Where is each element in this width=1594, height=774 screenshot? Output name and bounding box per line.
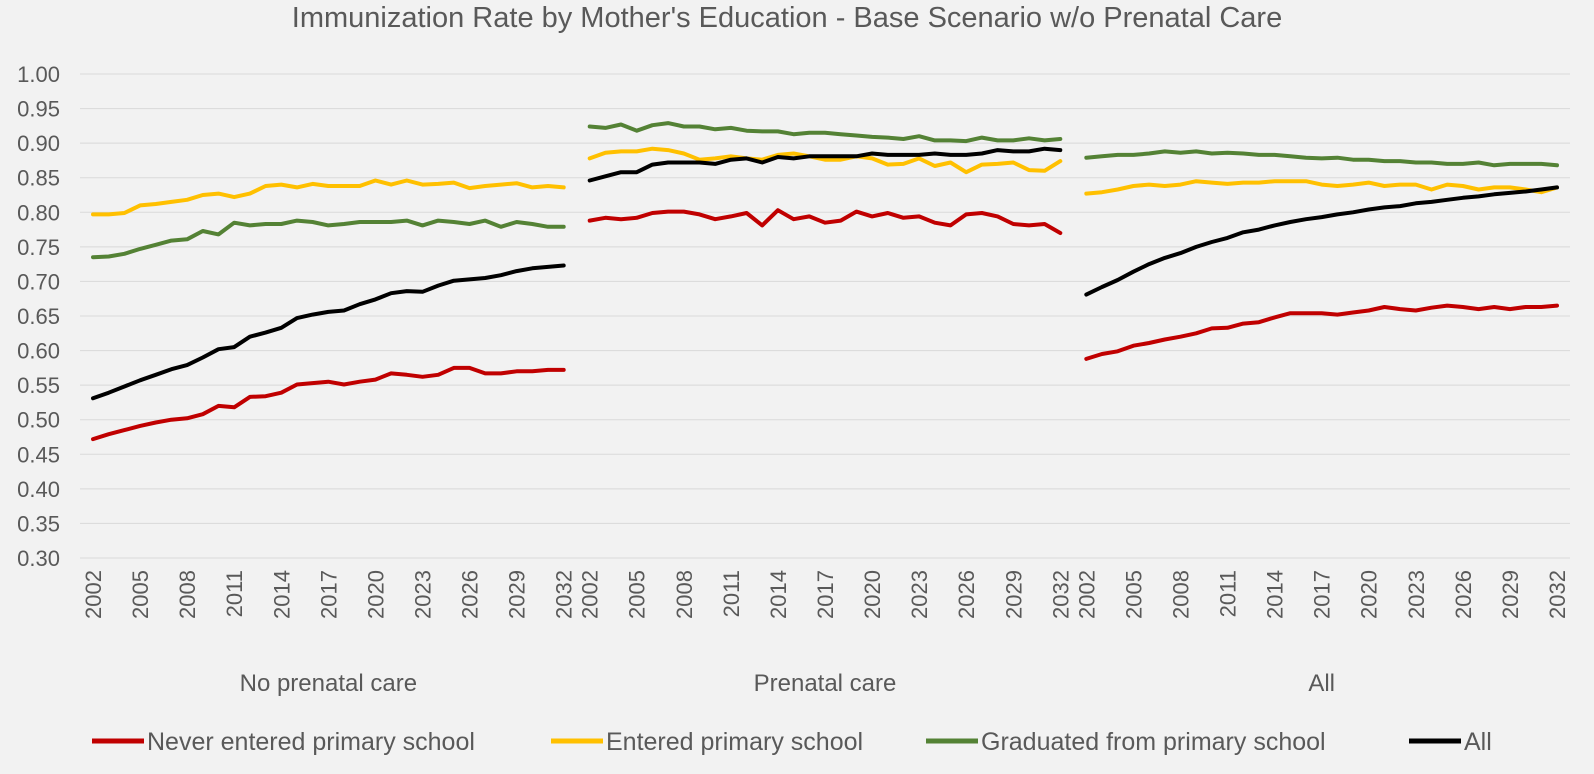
panel-label: All (1308, 670, 1335, 697)
x-tick-label: 2008 (672, 570, 697, 619)
x-tick-label: 2017 (316, 570, 341, 619)
legend-label: Graduated from primary school (981, 728, 1326, 756)
x-tick-label: 2032 (1545, 570, 1570, 619)
series-line-never (91, 365, 566, 442)
x-tick-label: 2008 (1168, 570, 1193, 619)
x-tick-label: 2023 (410, 570, 435, 619)
y-tick-label: 0.45 (17, 442, 60, 467)
x-tick-label: 2011 (719, 570, 744, 617)
x-tick-label: 2002 (578, 570, 603, 619)
y-tick-label: 0.30 (17, 546, 60, 571)
grid (80, 73, 1570, 559)
y-tick-label: 0.60 (17, 339, 60, 364)
y-tick-label: 0.65 (17, 304, 60, 329)
x-tick-label: 2023 (907, 570, 932, 619)
series-line-never (587, 208, 1063, 235)
x-tick-label: 2014 (1263, 570, 1288, 619)
x-tick-label: 2026 (954, 570, 979, 619)
y-tick-label: 0.80 (17, 200, 60, 225)
x-tick-label: 2017 (813, 570, 838, 619)
series-line-entered (91, 178, 566, 217)
y-tick-label: 0.40 (17, 477, 60, 502)
x-tick-label: 2014 (269, 570, 294, 619)
x-tick-label: 2026 (458, 570, 483, 619)
legend-label: Never entered primary school (147, 728, 475, 756)
series-line-graduated (1084, 149, 1559, 168)
y-tick-label: 0.35 (17, 511, 60, 536)
x-tick-label: 2029 (1001, 570, 1026, 619)
y-tick-label: 0.75 (17, 235, 60, 260)
x-tick-label: 2020 (1357, 570, 1382, 619)
x-tick-label: 2002 (1074, 570, 1099, 619)
y-tick-label: 0.85 (17, 166, 60, 191)
y-tick-label: 0.70 (17, 269, 60, 294)
x-tick-label: 2011 (222, 570, 247, 617)
x-tick-label: 2008 (175, 570, 200, 619)
x-tick-label: 2005 (128, 570, 153, 619)
x-tick-label: 2029 (505, 570, 530, 619)
x-tick-label: 2017 (1310, 570, 1335, 619)
x-tick-label: 2032 (552, 570, 577, 619)
x-tick-label: 2023 (1404, 570, 1429, 619)
series-line-graduated (91, 218, 566, 260)
x-tick-label: 2026 (1451, 570, 1476, 619)
x-tick-label: 2020 (860, 570, 885, 619)
panel-label: Prenatal care (754, 670, 897, 697)
y-tick-label: 0.50 (17, 408, 60, 433)
chart-title: Immunization Rate by Mother's Education … (292, 2, 1282, 34)
x-tick-label: 2020 (363, 570, 388, 619)
y-tick-label: 1.00 (17, 62, 60, 87)
y-tick-label: 0.90 (17, 131, 60, 156)
x-tick-label: 2002 (81, 570, 106, 619)
x-tick-label: 2032 (1048, 570, 1073, 619)
x-tick-label: 2005 (625, 570, 650, 619)
y-tick-label: 0.55 (17, 373, 60, 398)
legend-label: Entered primary school (606, 728, 863, 756)
series-lines (91, 121, 1559, 442)
series-line-entered (587, 146, 1063, 175)
series-line-all (587, 146, 1063, 183)
legend-label: All (1464, 728, 1492, 756)
series-line-all (91, 263, 566, 401)
series-line-all (1084, 185, 1559, 297)
x-tick-label: 2005 (1121, 570, 1146, 619)
series-line-entered (1084, 179, 1559, 196)
panel-labels: No prenatal care Prenatal care All (240, 670, 1335, 697)
x-tick-label: 2011 (1216, 570, 1241, 617)
panel-label: No prenatal care (240, 670, 417, 697)
x-axis: 2002 2005 2008 2011 2014 2017 2020 2023 2026 2029… (81, 570, 1570, 619)
x-tick-label: 2014 (766, 570, 791, 619)
x-tick-label: 2029 (1498, 570, 1523, 619)
series-line-never (1084, 303, 1559, 361)
y-axis: 0.30 0.35 0.40 0.45 0.50 0.55 0.60 0.65 0.70 0.75… (17, 62, 60, 571)
y-tick-label: 0.95 (17, 97, 60, 122)
series-line-graduated (587, 121, 1063, 144)
legend: Never entered primary school Entered prim… (92, 728, 1492, 756)
